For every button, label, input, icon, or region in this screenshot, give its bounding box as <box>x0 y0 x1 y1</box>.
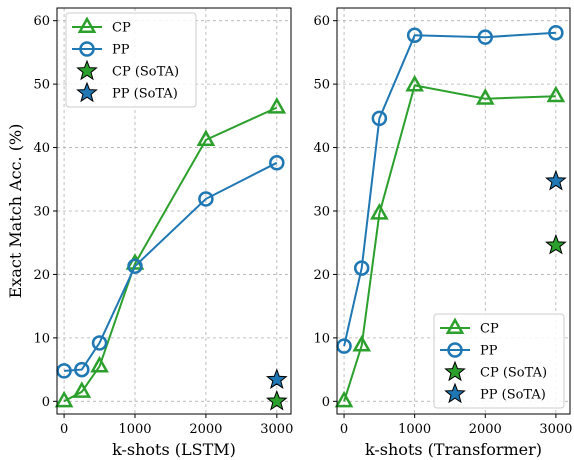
series-line-cp <box>63 106 278 403</box>
y-tick-label: 40 <box>313 141 330 156</box>
y-tick-label: 10 <box>313 331 330 346</box>
legend-label: PP <box>480 344 498 359</box>
y-tick-label: 60 <box>33 14 50 29</box>
legend-marker <box>79 41 95 57</box>
y-axis-label: Exact Match Acc. (%) <box>6 124 25 299</box>
legend-marker <box>76 81 98 103</box>
legend-marker <box>444 360 466 382</box>
legend-marker <box>444 382 466 404</box>
y-tick-label: 50 <box>33 78 50 93</box>
data-point-pp <box>269 155 285 171</box>
sota-star-cp <box>265 389 288 411</box>
y-tick-label: 30 <box>313 205 330 220</box>
x-tick-label: 0 <box>60 422 68 437</box>
data-point-pp <box>548 24 564 41</box>
legend-label: CP (SoTA) <box>480 366 547 381</box>
legend-marker <box>77 16 97 34</box>
data-point-pp <box>127 258 143 274</box>
data-point-cp <box>90 355 109 373</box>
data-point-pp <box>198 191 214 207</box>
data-point-pp <box>353 260 370 276</box>
data-point-cp <box>370 202 389 220</box>
series-line-pp <box>64 161 278 372</box>
sota-star-pp <box>265 368 288 389</box>
legend-label: PP (SoTA) <box>480 388 546 403</box>
data-point-cp <box>334 390 354 408</box>
data-point-cp <box>546 85 566 103</box>
legend-label: CP <box>112 21 131 36</box>
data-point-cp <box>72 381 92 398</box>
data-point-pp <box>91 335 108 351</box>
data-point-pp <box>336 338 352 354</box>
x-axis-label: k-shots (LSTM) <box>112 440 236 459</box>
panel-2: 0 10 20 30 40 50 60 0 1000 2000 3000 k-shots (Trans… <box>313 7 572 459</box>
y-tick-label: 0 <box>322 395 330 410</box>
x-tick-label: 2000 <box>189 422 222 437</box>
y-tick-label: 60 <box>313 14 330 29</box>
legend-frame <box>433 313 565 409</box>
panel-1: 0 10 20 30 40 50 60 0 1000 2000 3000 k-shots (LSTM)… <box>6 7 293 459</box>
legend-label: PP (SoTA) <box>112 87 178 102</box>
legend-marker <box>76 59 98 81</box>
legend-marker <box>445 317 465 335</box>
data-point-pp <box>406 27 423 44</box>
series-line-cp <box>343 84 556 402</box>
sota-star-cp <box>545 233 567 255</box>
legend-label: CP (SoTA) <box>112 65 179 80</box>
data-point-pp <box>477 29 494 45</box>
data-point-cp <box>267 97 287 114</box>
data-point-cp <box>352 334 372 352</box>
sota-star-pp <box>545 169 567 191</box>
y-tick-label: 40 <box>33 141 50 156</box>
y-tick-label: 30 <box>33 205 50 220</box>
legend: CP PP CP (SoTA) PP (SoTA) <box>65 12 197 108</box>
legend-frame <box>65 12 197 108</box>
series-line-pp <box>343 31 556 347</box>
data-point-pp <box>371 110 388 127</box>
data-point-pp <box>74 361 90 378</box>
data-point-cp <box>196 129 216 146</box>
x-tick-label: 1000 <box>398 422 431 437</box>
y-tick-label: 10 <box>33 331 50 346</box>
y-tick-label: 0 <box>42 395 50 410</box>
legend-label: CP <box>480 322 499 337</box>
x-axis-label: k-shots (Transformer) <box>365 440 542 459</box>
x-tick-label: 3000 <box>260 422 293 437</box>
x-tick-label: 1000 <box>118 422 151 437</box>
x-tick-label: 0 <box>340 422 348 437</box>
x-tick-label: 3000 <box>539 422 572 437</box>
legend-label: PP <box>112 43 130 58</box>
data-point-cp <box>54 390 74 408</box>
x-tick-label: 2000 <box>469 422 502 437</box>
data-point-pp <box>56 363 72 379</box>
data-point-cp <box>405 74 425 92</box>
legend: CP PP CP (SoTA) PP (SoTA) <box>433 313 565 409</box>
y-tick-label: 50 <box>313 78 330 93</box>
legend-marker <box>447 342 463 358</box>
y-tick-label: 20 <box>313 268 330 283</box>
y-tick-label: 20 <box>33 268 50 283</box>
data-point-cp <box>475 88 495 105</box>
